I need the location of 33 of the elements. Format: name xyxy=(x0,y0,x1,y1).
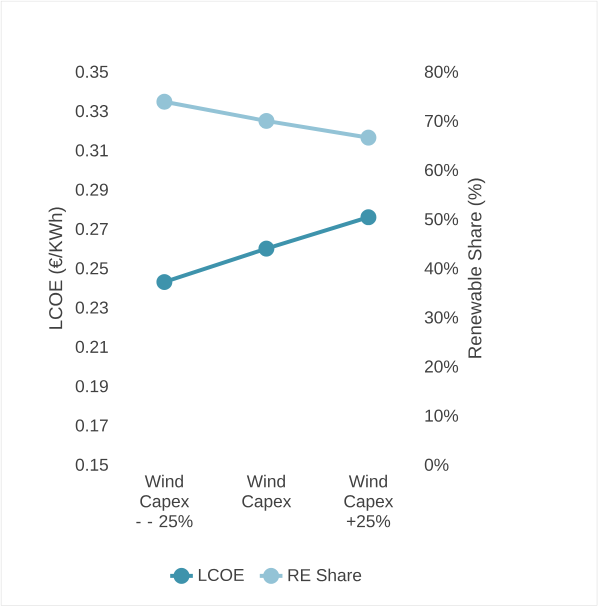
y2-tick-label: 50% xyxy=(424,213,458,226)
y2-tick-label: 10% xyxy=(425,410,458,422)
x-tick-label: Wind Capex xyxy=(242,474,292,511)
y-tick-label: 0.15 xyxy=(76,458,108,471)
y-tick-label: 0.17 xyxy=(76,419,108,432)
y-tick-label: 0.21 xyxy=(76,340,108,354)
y2-tick-label: 70% xyxy=(425,114,458,128)
y2-tick-label: 0% xyxy=(424,458,448,471)
y-tick-label: 0.29 xyxy=(76,184,108,196)
point xyxy=(258,113,274,129)
x-tick-label: Wind Capex +25% xyxy=(344,474,394,528)
legend-label: LCOE xyxy=(198,568,244,582)
y2-tick-label: 80% xyxy=(424,66,458,78)
y-tick-label: 0.33 xyxy=(76,105,108,118)
point xyxy=(360,130,376,146)
y2-tick-label: 60% xyxy=(425,164,458,176)
legend-label: RE Share xyxy=(288,568,362,582)
y-tick-label: 0.23 xyxy=(76,302,108,314)
y-tick-label: 0.19 xyxy=(76,380,108,392)
x-tick-label: Wind Capex - - 25% xyxy=(136,474,193,528)
y-tick-label: 0.35 xyxy=(76,66,108,78)
y2-tick-label: 20% xyxy=(425,360,458,373)
point xyxy=(156,94,172,110)
y-tick-label: 0.27 xyxy=(76,222,108,236)
point xyxy=(156,274,172,290)
y-tick-label: 0.25 xyxy=(76,262,108,274)
point xyxy=(258,240,274,257)
point xyxy=(360,209,376,226)
y2-tick-label: 40% xyxy=(424,262,458,274)
y-tick-label: 0.31 xyxy=(76,144,108,157)
y-axis-title: LCOE (€/KWh) xyxy=(48,208,66,329)
y2-axis-title: Renewable Share (%) xyxy=(468,178,486,358)
y2-tick-label: 30% xyxy=(424,311,458,324)
